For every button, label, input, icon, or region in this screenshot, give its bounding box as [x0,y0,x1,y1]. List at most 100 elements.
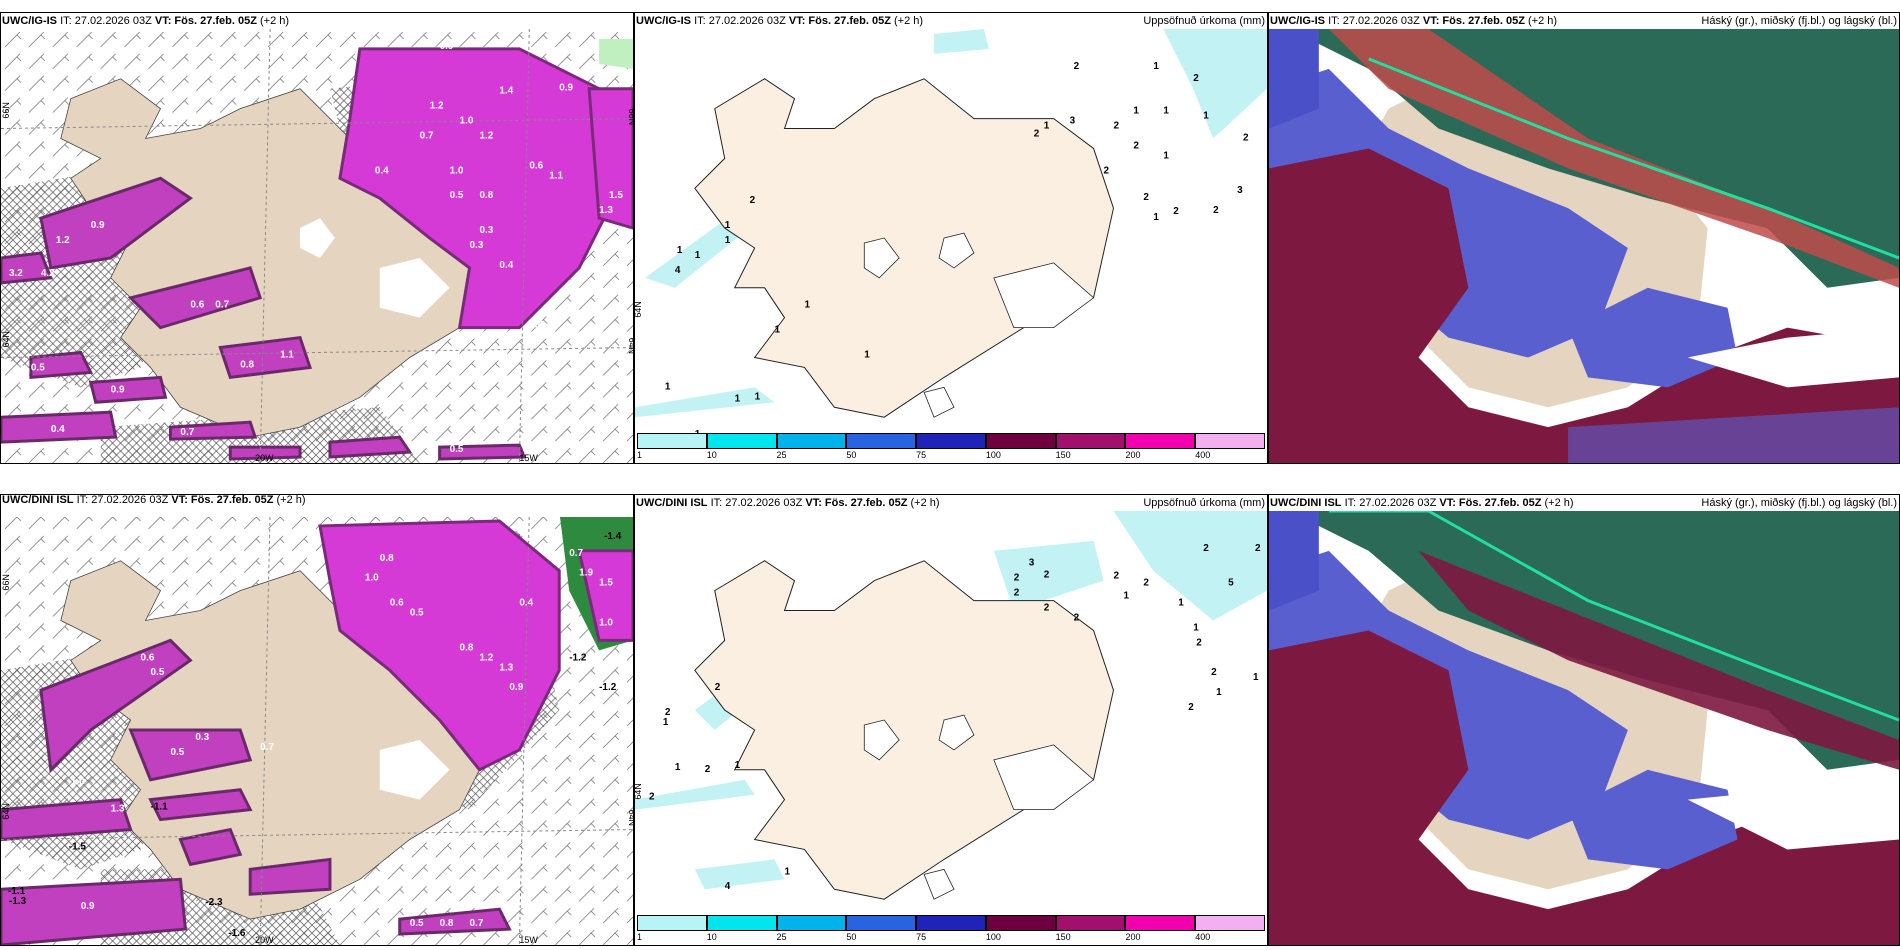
colorbar-tick: 200 [1125,932,1141,942]
colorbar-tick: 200 [1125,450,1141,460]
value-label: 1.1 [549,170,563,181]
panel-bottom-cloud-cover: UWC/DINI ISL IT: 27.02.2026 03Z VT: Fös.… [1268,494,1900,946]
value-label: 2 [1044,570,1050,581]
value-label: 0.8 [240,359,254,370]
precip-map[interactable]: 2 3 2 2 2 2 2 2 2 1 1 2 5 2 2 1 1 2 1 2 … [635,511,1267,945]
value-label: 2 [1188,702,1194,713]
colorbar-swatch [706,433,777,449]
panel-title: Uppsöfnuð úrkoma (mm) [1143,15,1265,27]
wind-precip-map[interactable]: 0.7 1.9 1.0 1.5 0.8 1.0 0.6 0.5 1.2 1.3 … [1,511,633,945]
value-label: 1.0 [599,617,613,628]
panel-bottom-accumulated-precip: UWC/DINI ISL IT: 27.02.2026 03Z VT: Fös.… [634,494,1268,946]
value-label: 1 [1193,622,1199,633]
panel-header: UWC/DINI ISL IT: 27.02.2026 03Z VT: Fös.… [1269,495,1899,511]
colorbar-swatch [637,433,707,449]
colorbar-swatch [916,433,986,449]
value-label: 0.6 [141,652,155,663]
value-label: -1.4 [604,531,622,542]
colorbar-swatch [776,433,847,449]
panel-header: UWC/IG-IS IT: 27.02.2026 03Z VT: Fös. 27… [1269,13,1899,29]
colorbar-swatch [1125,915,1196,931]
value-label: 0.9 [509,682,523,693]
precip-colorbar: 1 10 25 50 75 100 150 200 400 [637,433,1265,461]
lat-label: 64N [627,338,633,354]
precip-map[interactable]: 2 1 2 1 3 2 1 2 1 1 2 2 1 2 3 2 2 1 2 1 … [635,29,1267,463]
value-label: 1.0 [365,573,379,584]
value-label: 1 [1163,106,1169,117]
colorbar-swatch [985,433,1056,449]
colorbar-tick: 400 [1195,932,1211,942]
lon-label: 15W [519,453,538,463]
colorbar-tick: 25 [776,932,787,942]
value-label: 1 [1216,687,1222,698]
value-label: 0.5 [170,747,184,758]
colorbar-tick: 1 [637,450,643,460]
panel-header: UWC/IG-IS IT: 27.02.2026 03Z VT: Fös. 27… [1,13,633,29]
value-label: 2 [1074,61,1080,72]
colorbar-tick: 50 [846,450,857,460]
value-label: 2 [1243,132,1249,143]
value-label: 2 [1104,165,1110,176]
colorbar-tick: 100 [985,450,1001,460]
value-label: -1.3 [9,896,27,907]
colorbar-tick: 1 [637,932,643,942]
value-label: -1.5 [69,841,87,852]
value-label: 1 [804,300,810,311]
value-label: 0.4 [51,424,65,435]
wind-precip-map[interactable]: 0.9 1.2 1.0 1.2 1.4 0.7 0.4 1.0 0.9 0.6 … [1,29,633,463]
value-label: 2 [649,792,655,803]
value-label: 3 [1237,185,1243,196]
value-label: 0.4 [529,320,543,331]
lat-label: 64N [635,301,643,317]
value-label: 2 [1014,573,1020,584]
value-label: 0.5 [31,362,45,373]
value-label: 0.5 [410,608,424,619]
value-label: 1.1 [280,349,294,360]
value-label: 0.8 [440,918,454,929]
panel-title: Háský (gr.), miðský (fj.bl.) og lágský (… [1701,497,1897,509]
cloud-map[interactable] [1269,511,1899,945]
value-label: 1.3 [499,662,513,673]
value-label: 0.4 [519,598,533,609]
value-label: 1 [665,381,671,392]
panel-header: UWC/DINI ISL IT: 27.02.2026 03Z VT: Fös.… [1,495,633,517]
value-label: 5 [1228,578,1234,589]
value-label: 1.2 [479,652,493,663]
colorbar-swatch [1195,915,1265,931]
colorbar-swatch [776,915,847,931]
value-label: 1 [663,717,669,728]
value-label: 0.6 [190,300,204,311]
colorbar-swatch [1195,433,1265,449]
value-label: 1.0 [71,777,85,788]
value-label: 0.9 [81,901,95,912]
value-label: 0.3 [195,732,209,743]
value-label: 0.6 [390,598,404,609]
colorbar-tick: 50 [846,932,857,942]
value-label: -1.1 [8,886,26,897]
value-label: -2.3 [205,897,223,908]
value-label: 2 [1193,73,1199,84]
colorbar-tick: 75 [916,450,927,460]
value-label: 0.7 [569,548,583,559]
value-label: 2 [1034,129,1040,140]
value-label: 2 [665,707,671,718]
value-label: 1 [785,866,791,877]
value-label: 1.2 [479,131,493,142]
colorbar-swatch [637,915,707,931]
value-label: 1.3 [111,804,125,815]
panel-header: UWC/DINI ISL IT: 27.02.2026 03Z VT: Fös.… [635,495,1267,511]
value-label: 3 [1070,116,1076,127]
colorbar-tick: 400 [1195,450,1211,460]
value-label: 1.3 [599,205,613,216]
value-label: 3 [1029,558,1035,569]
value-label: 1 [695,250,701,261]
value-label: 2 [1044,603,1050,614]
value-label: 1 [1133,106,1139,117]
value-label: 1 [1203,111,1209,122]
value-label: 0.7 [260,742,274,753]
value-label: 1.0 [460,116,474,127]
panel-bottom-wind-precip: UWC/DINI ISL IT: 27.02.2026 03Z VT: Fös.… [0,494,634,946]
cloud-map[interactable] [1269,29,1899,463]
lon-label: 15W [519,935,538,945]
colorbar-tick: 75 [916,932,927,942]
